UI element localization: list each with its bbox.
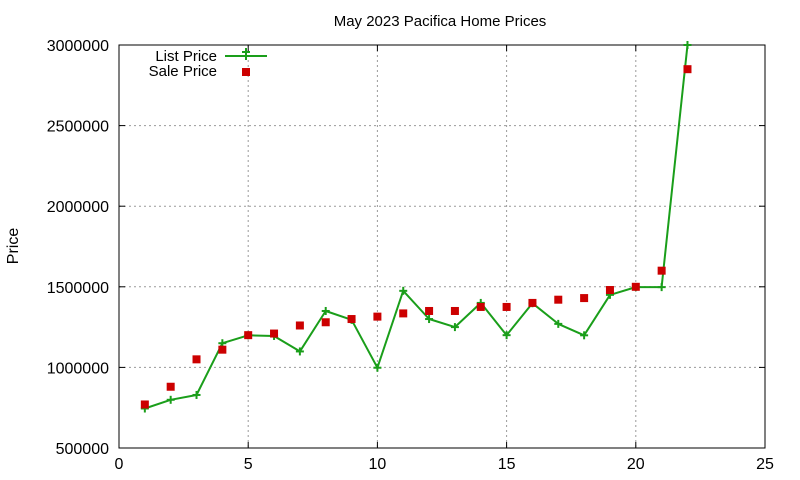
sale-price-point (425, 306, 434, 315)
legend: List Price Sale Price (149, 48, 267, 80)
sale-price-point (295, 321, 304, 330)
legend-swatch-sale-price (242, 68, 250, 76)
list-price-point (399, 286, 408, 295)
sale-price-point (683, 65, 692, 74)
sale-price-point (476, 302, 485, 311)
sale-price-point (554, 295, 563, 304)
list-price-point (657, 283, 666, 292)
y-tick-labels: 500000 1000000 1500000 2000000 2500000 300000… (47, 38, 109, 458)
list-price-point (502, 331, 511, 340)
sale-price-point (244, 331, 253, 340)
sale-price-point (399, 309, 408, 318)
y-tick-label: 1000000 (47, 360, 109, 377)
sale-price-point (657, 266, 666, 275)
list-price-point (295, 347, 304, 356)
list-price-point (450, 323, 459, 332)
sale-price-point (347, 315, 356, 324)
data-series (140, 41, 692, 413)
chart-title: May 2023 Pacifica Home Prices (334, 13, 547, 30)
list-price-point (321, 306, 330, 315)
list-price-point (425, 315, 434, 324)
sale-price-point (450, 306, 459, 315)
axis-ticks (118, 44, 766, 449)
plot-frame (118, 44, 766, 449)
x-tick-label: 10 (369, 456, 387, 473)
list-price-point (683, 41, 692, 49)
sale-price-point (580, 294, 589, 303)
sale-price-point (192, 355, 201, 364)
legend-label-sale-price: Sale Price (149, 63, 217, 80)
list-price-point (580, 331, 589, 340)
x-tick-label: 20 (627, 456, 645, 473)
sale-price-point (166, 382, 175, 391)
sale-price-point (270, 329, 279, 338)
list-price-point (373, 363, 382, 372)
sale-price-point (502, 302, 511, 311)
sale-price-point (631, 282, 640, 291)
sale-price-point (321, 318, 330, 327)
legend-label-list-price: List Price (155, 48, 217, 65)
y-tick-label: 1500000 (47, 280, 109, 297)
list-price-point (192, 390, 201, 399)
x-tick-label: 25 (756, 456, 774, 473)
sale-price-point (528, 298, 537, 307)
sale-price-point (140, 400, 149, 409)
list-price-line (144, 44, 689, 410)
grid-lines (119, 45, 765, 448)
y-tick-label: 2000000 (47, 199, 109, 216)
y-tick-label: 2500000 (47, 119, 109, 136)
sale-price-point (605, 286, 614, 295)
y-axis-title: Price (5, 228, 22, 265)
sale-price-point (218, 345, 227, 354)
y-tick-label: 500000 (56, 441, 109, 458)
x-tick-label: 0 (115, 456, 124, 473)
x-tick-label: 15 (498, 456, 516, 473)
x-tick-label: 5 (244, 456, 253, 473)
sale-price-point (373, 312, 382, 321)
list-price-point (554, 319, 563, 328)
y-tick-label: 3000000 (47, 38, 109, 55)
x-tick-labels: 0 5 10 15 20 25 (115, 456, 774, 473)
list-price-point (166, 395, 175, 404)
